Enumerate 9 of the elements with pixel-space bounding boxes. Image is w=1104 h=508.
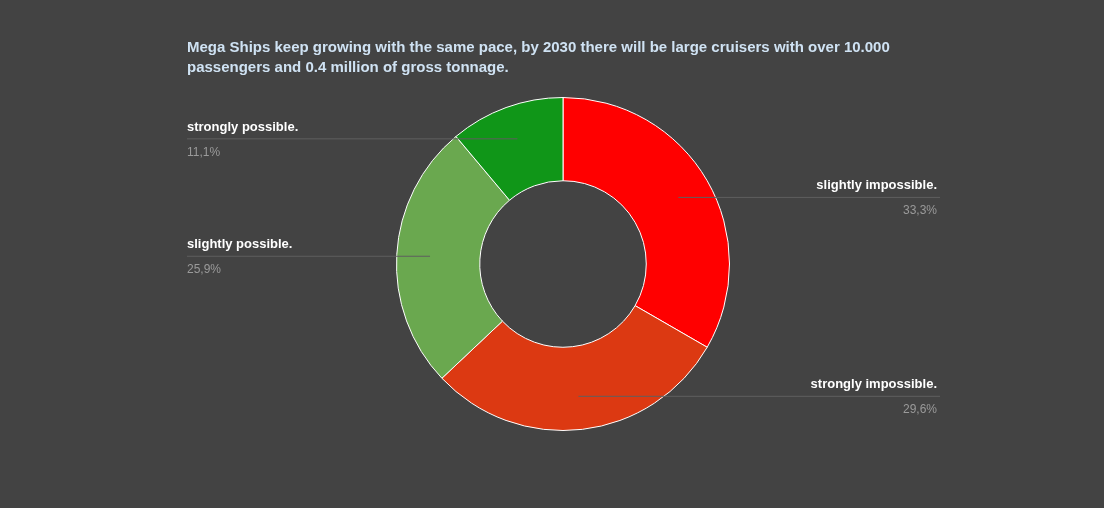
data-label: 11,1% <box>187 144 221 159</box>
chart-title: Mega Ships keep growing with the same pace, by 2030 there will be large cruisers with over 10.000 passengers and 0.4 million of gross tonnage. <box>187 37 891 77</box>
slice-label: slightly impossible. <box>816 177 937 193</box>
slice-label: strongly impossible. <box>810 376 937 392</box>
data-label: 33,3% <box>902 203 938 218</box>
data-label: 25,9% <box>187 262 222 277</box>
slice-label: strongly possible. <box>187 118 299 134</box>
data-label: 29,6% <box>902 402 938 417</box>
slice-label: slightly possible. <box>187 236 293 252</box>
